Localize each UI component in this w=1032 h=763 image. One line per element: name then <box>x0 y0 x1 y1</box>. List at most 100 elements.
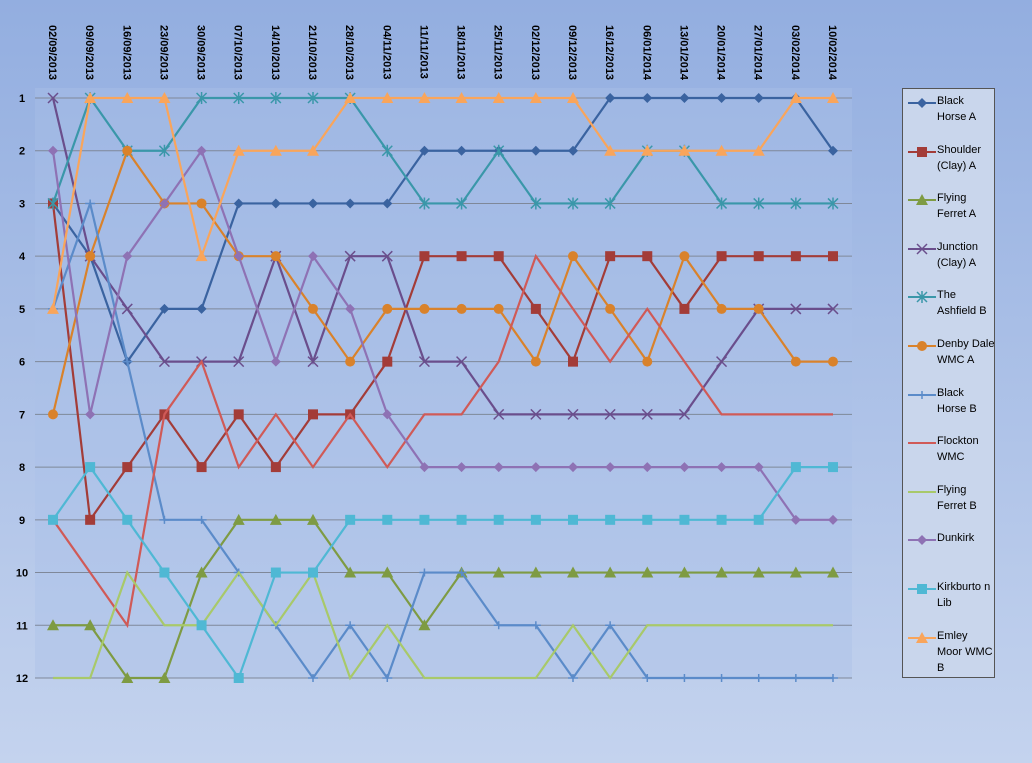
marker <box>270 198 281 209</box>
x-tick-label: 06/01/2014 <box>640 25 652 81</box>
x-tick-label: 10/02/2014 <box>826 25 838 81</box>
legend-item: Shoulder (Clay) A <box>907 142 993 190</box>
marker <box>828 462 838 473</box>
y-tick-label: 5 <box>19 304 25 316</box>
marker <box>530 408 542 420</box>
marker <box>456 197 468 210</box>
marker <box>568 145 578 156</box>
marker <box>568 356 578 367</box>
marker <box>679 674 690 682</box>
marker <box>568 462 578 473</box>
marker <box>493 621 504 630</box>
marker <box>308 567 318 578</box>
legend-swatch <box>908 146 936 157</box>
legend-label: Flying Ferret B <box>937 483 977 512</box>
marker <box>917 341 927 351</box>
marker <box>716 514 727 525</box>
marker <box>605 303 616 314</box>
y-tick-label: 6 <box>19 357 25 369</box>
legend-item: Flying Ferret B <box>907 482 993 530</box>
series-line <box>52 96 834 365</box>
marker <box>159 303 170 314</box>
marker <box>84 619 97 631</box>
marker <box>716 93 727 103</box>
marker <box>605 93 616 103</box>
marker <box>308 251 318 262</box>
marker <box>917 390 927 399</box>
marker <box>916 243 928 255</box>
marker <box>344 566 357 578</box>
marker <box>790 356 801 367</box>
marker <box>529 92 542 103</box>
marker <box>752 144 765 156</box>
marker <box>196 620 207 631</box>
legend: Black Horse A Shoulder (Clay) A Flying Fer… <box>902 88 995 678</box>
series <box>53 570 833 681</box>
marker <box>344 250 356 262</box>
marker <box>382 514 393 525</box>
marker <box>196 92 208 104</box>
marker <box>753 93 764 103</box>
marker <box>790 514 801 525</box>
marker <box>456 568 467 577</box>
marker <box>530 197 542 210</box>
series-line <box>51 199 833 681</box>
marker <box>381 92 394 103</box>
y-tick-label: 4 <box>19 251 26 263</box>
marker <box>642 356 653 367</box>
marker <box>308 303 318 314</box>
marker <box>641 408 653 420</box>
marker <box>270 251 281 262</box>
marker <box>604 408 616 420</box>
x-tick-label: 23/09/2013 <box>157 25 169 80</box>
legend-item: Dunkirk <box>907 530 993 578</box>
marker <box>641 144 654 156</box>
marker <box>642 674 653 682</box>
marker <box>419 462 430 473</box>
marker <box>530 514 541 525</box>
marker <box>456 462 467 473</box>
x-tick-label: 02/09/2013 <box>46 25 58 80</box>
marker <box>122 462 133 473</box>
marker <box>679 303 690 314</box>
marker <box>455 92 468 103</box>
marker <box>530 356 541 367</box>
marker <box>678 566 691 578</box>
marker <box>196 145 207 156</box>
plot-area <box>35 88 852 678</box>
x-tick-label: 21/10/2013 <box>306 25 318 80</box>
marker <box>418 197 430 210</box>
marker <box>716 251 727 262</box>
marker <box>716 462 727 473</box>
y-tick-label: 12 <box>16 673 28 685</box>
marker <box>47 619 59 631</box>
marker <box>828 145 838 156</box>
legend-item: Denby Dale WMC A <box>907 336 994 384</box>
y-tick-label: 2 <box>19 146 25 158</box>
marker <box>308 198 318 209</box>
marker <box>48 145 58 156</box>
x-tick-label: 16/09/2013 <box>120 25 132 80</box>
marker <box>828 251 838 262</box>
marker <box>233 673 244 683</box>
marker <box>307 513 319 525</box>
marker <box>828 674 838 682</box>
marker <box>530 303 541 314</box>
marker <box>679 93 690 103</box>
marker <box>419 303 430 314</box>
marker <box>456 303 467 314</box>
marker <box>382 198 393 209</box>
marker <box>270 356 281 367</box>
marker <box>716 356 728 368</box>
marker <box>345 198 356 209</box>
marker <box>270 462 281 473</box>
marker <box>604 144 617 156</box>
marker <box>716 197 728 210</box>
legend-item: Flying Ferret A <box>907 190 993 238</box>
marker <box>269 144 282 156</box>
legend-label: The Ashfield B <box>937 289 987 318</box>
legend-label: Flockton WMC <box>937 435 979 464</box>
marker <box>790 197 802 210</box>
legend-item: Flockton WMC <box>907 433 993 481</box>
legend-item: Black Horse B <box>907 385 993 433</box>
